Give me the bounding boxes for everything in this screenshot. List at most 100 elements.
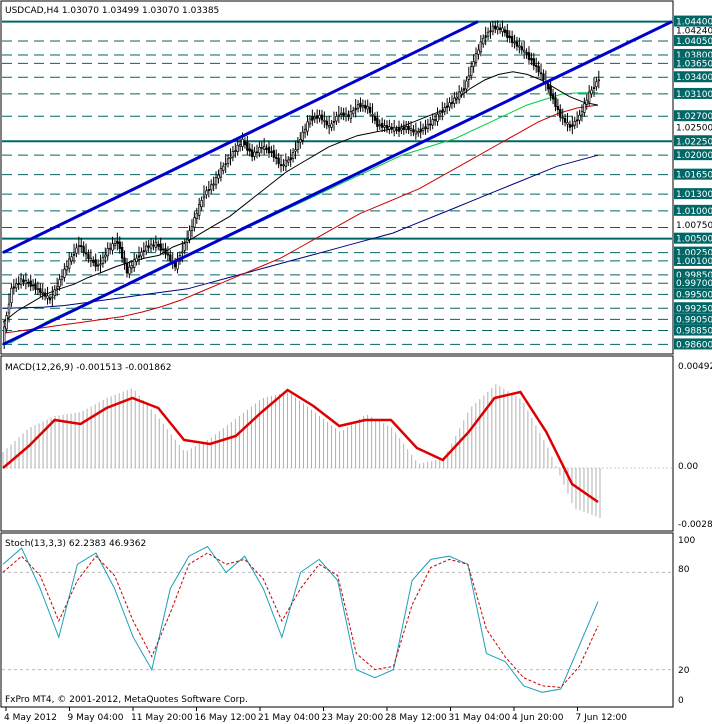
time-axis-label: 9 May 04:00 (68, 713, 124, 723)
time-axis-label: 31 May 04:00 (449, 713, 511, 723)
candle-body (513, 41, 516, 44)
stoch-axis-100: 100 (678, 536, 695, 546)
candle-body (479, 41, 483, 53)
macd-axis-zero: 0.00 (678, 462, 698, 472)
candle-body (462, 88, 466, 91)
candle-body (166, 253, 170, 256)
trend-channel (2, 20, 673, 346)
candle-body (390, 127, 393, 130)
candle-body (433, 119, 437, 121)
macd-indicator (2, 384, 672, 518)
candle-body (125, 262, 129, 274)
candle-body (94, 259, 97, 267)
candle-body (135, 257, 138, 262)
price-tag-bg (674, 35, 712, 47)
candle-body (248, 148, 251, 152)
candle-body (96, 264, 100, 267)
time-axis-label: 16 May 12:00 (195, 713, 257, 723)
candle-body (111, 243, 114, 251)
candle-body (255, 151, 259, 154)
candle-body (486, 31, 490, 37)
candle-body (573, 120, 576, 126)
price-tag-bg (674, 338, 712, 350)
candle-body (15, 283, 18, 289)
price-axis-label: 1.00500 (676, 235, 712, 245)
price-tag-bg (674, 135, 712, 147)
candle-body (147, 245, 150, 248)
price-tag-bg (674, 57, 712, 69)
candle-body (299, 139, 302, 143)
price-tag-bg (674, 188, 712, 200)
candle-body (380, 123, 384, 128)
candle-body (219, 168, 223, 178)
price-axis-label: 1.04050 (676, 37, 712, 47)
horizontal-levels (2, 20, 672, 345)
price-axis-label: 1.02000 (676, 151, 712, 161)
candle-body (361, 105, 365, 108)
candle-body (354, 107, 357, 111)
candle-body (164, 248, 167, 255)
candle-body (453, 97, 456, 104)
candle-body (301, 131, 304, 141)
candle-body (494, 25, 497, 30)
price-axis-label: 1.01650 (676, 171, 712, 181)
candle-body (455, 96, 458, 100)
candle-body (510, 36, 514, 43)
candle-body (342, 112, 345, 117)
ma-black-line (2, 71, 599, 323)
candle-body (200, 200, 203, 208)
candle-body (580, 111, 584, 116)
candle-body (448, 102, 451, 108)
candle-body (414, 130, 418, 135)
candle-body (549, 86, 552, 97)
candle-body (489, 30, 492, 33)
candle-body (484, 35, 487, 38)
candle-body (154, 241, 158, 248)
candle-body (352, 110, 355, 114)
candle-body (429, 123, 432, 126)
candle-body (31, 284, 35, 287)
price-tag-bg (674, 232, 712, 244)
candle-body (583, 103, 586, 113)
candle-body (431, 119, 434, 126)
candle-body (29, 280, 32, 287)
candle-body (320, 114, 324, 121)
candle-body (236, 144, 239, 152)
price-tag-bg (674, 15, 712, 27)
price-axis-label: 0.98600 (676, 340, 712, 350)
candle-body (152, 244, 155, 247)
candle-body (537, 65, 540, 73)
price-pane-frame (0, 0, 674, 355)
candle-body (520, 46, 523, 51)
price-tag-bg (674, 277, 712, 289)
candle-body (344, 113, 348, 117)
candle-body (142, 250, 146, 253)
candle-body (113, 243, 117, 246)
candle-body (563, 118, 567, 123)
candle-body (445, 105, 449, 108)
time-axis-label: 7 Jun 12:00 (576, 713, 628, 723)
price-tag-bg (674, 48, 712, 60)
candle-body (116, 240, 119, 244)
price-axis-label: 1.04240 (676, 26, 712, 36)
price-axis-label: 1.04400 (676, 18, 712, 28)
candle-body (359, 102, 362, 108)
candle-body (383, 125, 386, 128)
candle-body (10, 287, 13, 304)
candle-body (82, 246, 85, 253)
candle-body (75, 247, 78, 254)
candle-body (262, 145, 266, 150)
candle-body (402, 126, 406, 130)
candle-body (89, 257, 93, 261)
candle-body (347, 114, 350, 118)
candle-body (185, 239, 189, 243)
candle-body (443, 107, 446, 112)
price-tag-bg (674, 268, 712, 280)
candle-body (426, 123, 430, 129)
candle-body (303, 128, 307, 134)
time-axis-labels: 4 May 2012 9 May 04:00 11 May 20:00 16 May … (4, 707, 627, 723)
candle-body (60, 276, 64, 280)
candle-body (441, 110, 444, 113)
stochastic-indicator (2, 545, 672, 693)
